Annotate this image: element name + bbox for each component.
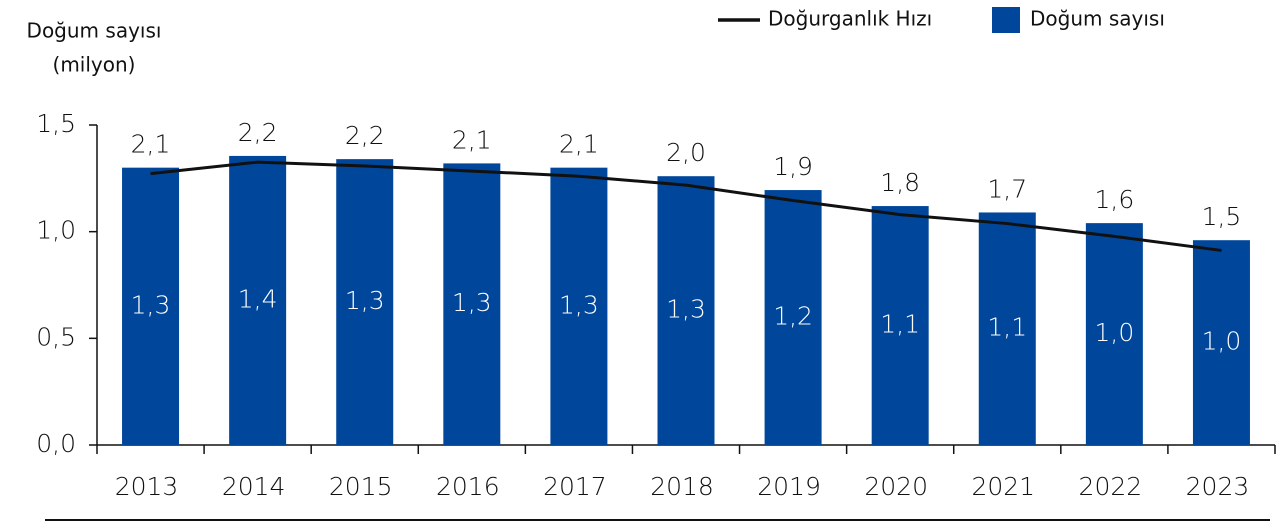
bar-value-label: 1,3	[452, 288, 492, 317]
legend-label: Doğurganlık Hızı	[768, 7, 932, 31]
bar-value-label: 1,3	[131, 290, 171, 319]
line-value-label: 1,8	[880, 168, 920, 197]
bar-value-label: 1,3	[559, 290, 599, 319]
legend-swatch	[992, 7, 1020, 33]
x-tick-label: 2017	[543, 472, 607, 501]
x-tick-label: 2019	[757, 472, 821, 501]
bar	[657, 176, 715, 445]
line-value-label: 2,0	[666, 138, 706, 167]
line-value-label: 2,1	[131, 130, 171, 159]
x-tick-label: 2022	[1079, 472, 1143, 501]
bar-value-label: 1,0	[1094, 318, 1134, 347]
line-value-label: 1,5	[1202, 202, 1242, 231]
bar	[336, 159, 394, 445]
bar-value-label: 1,2	[773, 302, 813, 331]
y-tick-label: 1,0	[36, 216, 76, 245]
bar	[978, 212, 1036, 445]
line-value-label: 2,1	[559, 130, 599, 159]
bar-value-label: 1,0	[1202, 327, 1242, 356]
line-value-label: 2,2	[238, 118, 278, 147]
x-tick-label: 2016	[436, 472, 500, 501]
bar	[871, 206, 929, 445]
y-axis-title: (milyon)	[53, 53, 136, 77]
x-tick-label: 2018	[650, 472, 714, 501]
x-tick-label: 2014	[222, 472, 286, 501]
bar	[550, 167, 608, 445]
bar-value-label: 1,1	[987, 313, 1027, 342]
line-value-label: 2,2	[345, 121, 385, 150]
y-axis-title: Doğum sayısı	[27, 19, 162, 43]
bar	[764, 190, 822, 445]
y-tick-label: 0,5	[36, 322, 76, 351]
bar	[1192, 240, 1250, 445]
line	[150, 160, 1222, 252]
x-tick-label: 2023	[1186, 472, 1250, 501]
y-tick-label: 0,0	[36, 429, 76, 458]
legend-label: Doğum sayısı	[1030, 7, 1165, 31]
bar-value-label: 1,3	[666, 295, 706, 324]
line-value-label: 1,6	[1094, 185, 1134, 214]
x-tick-label: 2021	[971, 472, 1035, 501]
bar	[1085, 223, 1143, 445]
x-tick-label: 2015	[329, 472, 393, 501]
bar	[229, 155, 287, 445]
bar-value-label: 1,1	[880, 310, 920, 339]
line-value-label: 1,9	[773, 152, 813, 181]
bar	[122, 167, 180, 445]
x-tick-label: 2013	[115, 472, 179, 501]
line-value-label: 2,1	[452, 125, 492, 154]
y-tick-label: 1,5	[36, 109, 76, 138]
bar	[443, 163, 501, 445]
bar-value-label: 1,4	[238, 284, 278, 313]
bar-value-label: 1,3	[345, 286, 385, 315]
line-value-label: 1,7	[987, 174, 1027, 203]
x-tick-label: 2020	[864, 472, 928, 501]
